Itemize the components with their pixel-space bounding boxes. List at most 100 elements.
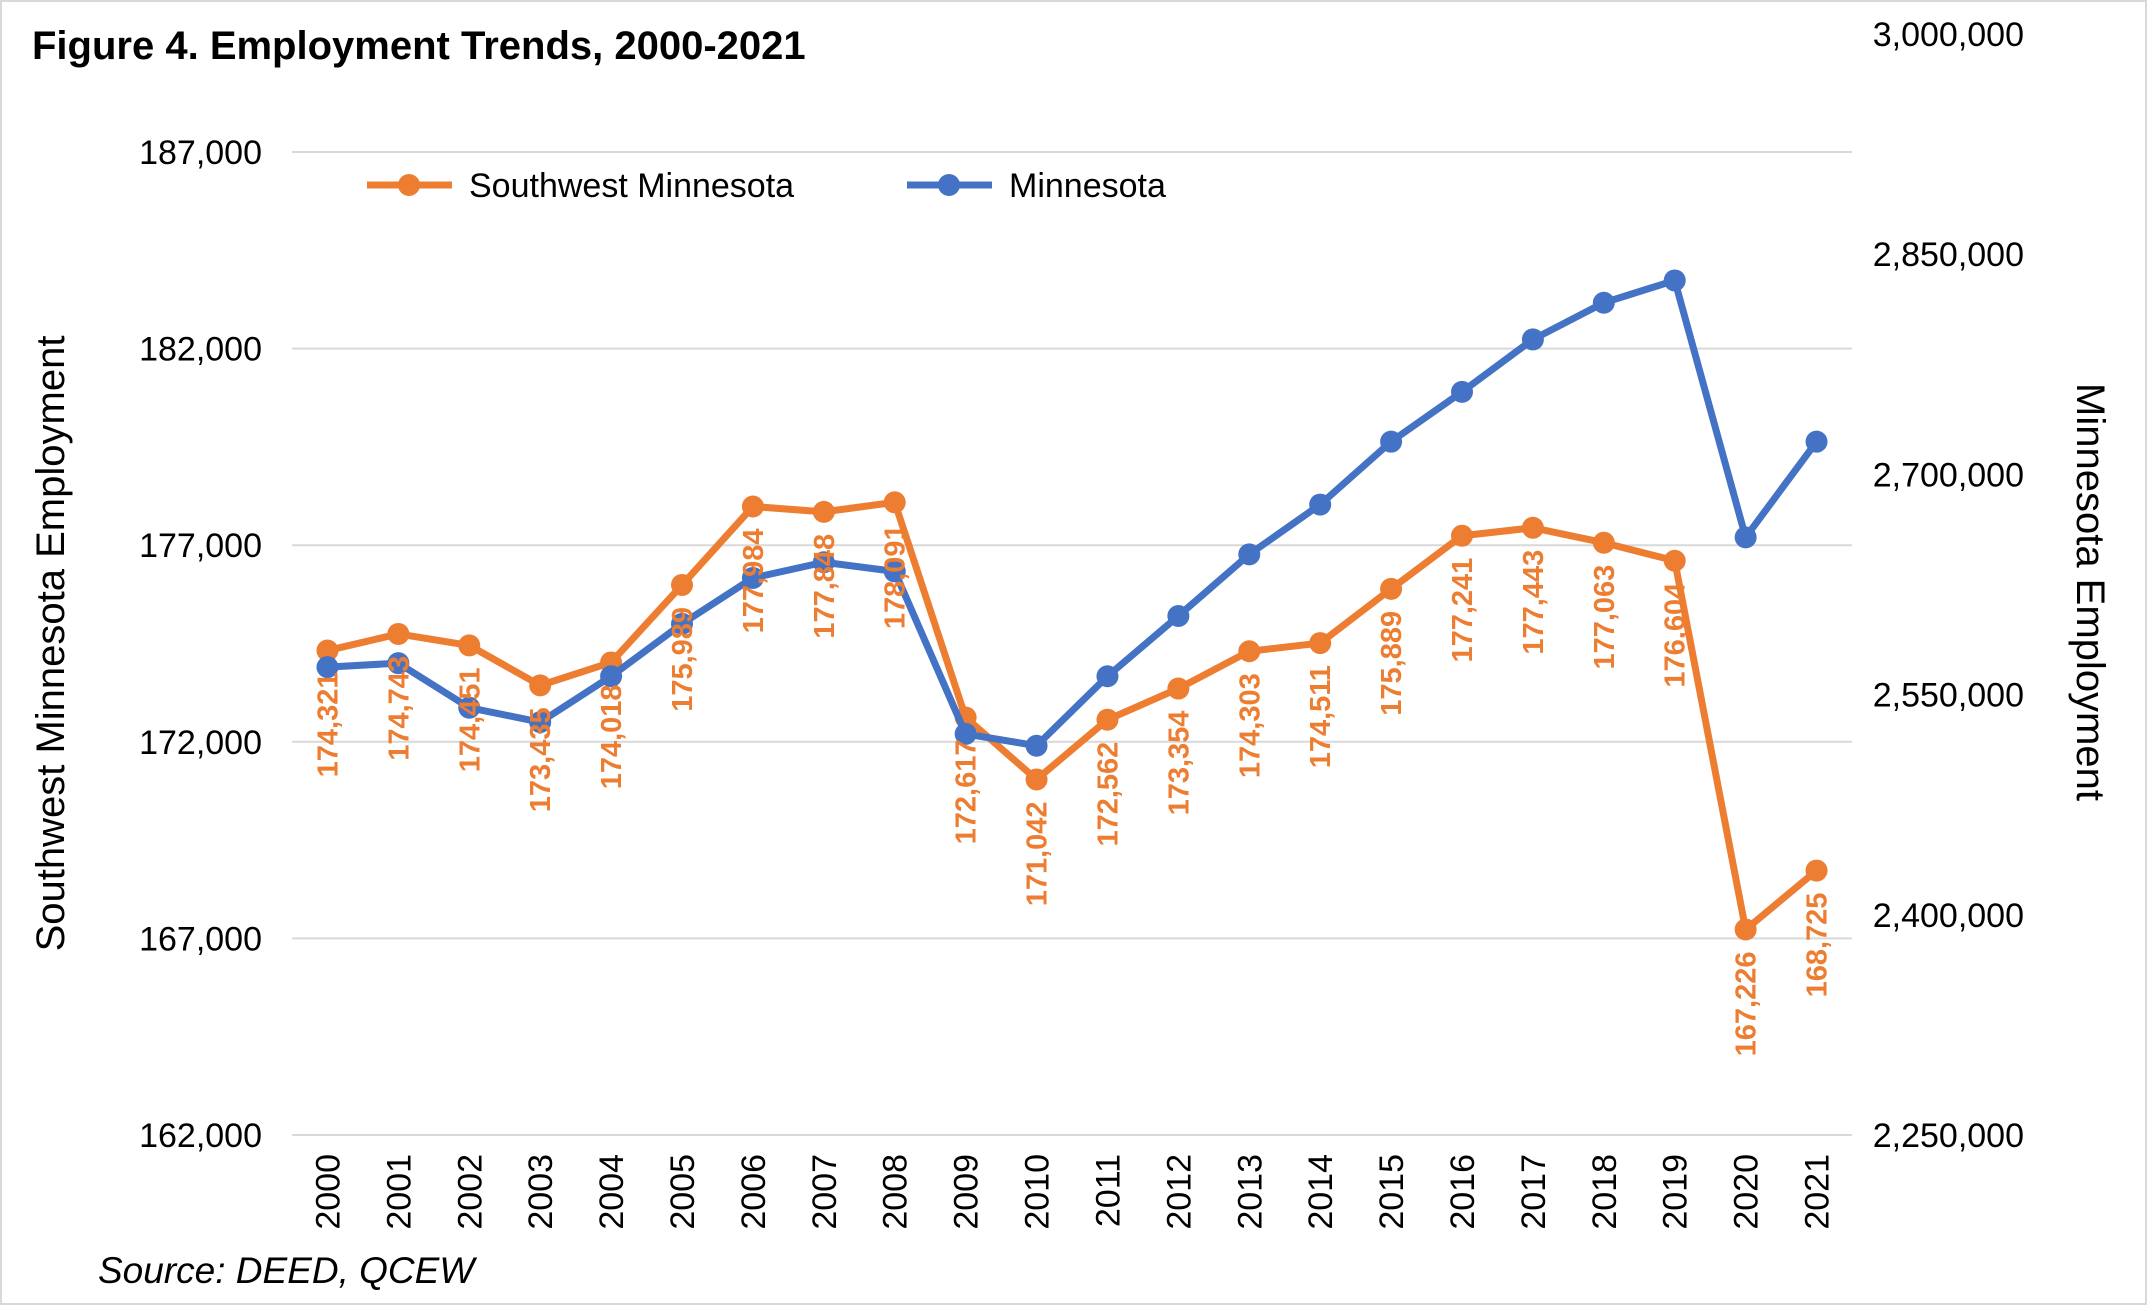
legend-label: Minnesota [1009,167,1166,205]
x-tick-label: 2006 [735,1154,773,1230]
x-tick-label: 2013 [1231,1154,1269,1230]
data-point [387,652,410,675]
x-tick-label: 2003 [522,1154,560,1230]
data-point [1521,516,1544,539]
data-label: 174,451 [454,667,486,772]
data-point [1167,604,1190,627]
data-point [741,495,764,518]
data-point [1734,918,1757,941]
data-point [671,612,693,635]
data-point [529,711,552,734]
data-point [1592,531,1615,554]
data-point [1663,549,1686,572]
data-point [741,566,764,589]
data-point [600,665,623,688]
data-point [458,634,481,657]
data-point [458,696,481,719]
data-point [1309,493,1332,516]
x-tick-label: 2002 [451,1154,489,1230]
y-tick-label: 172,000 [139,724,262,762]
data-point [1380,577,1403,600]
x-tick-label: 2021 [1799,1154,1837,1230]
data-point [316,639,339,662]
data-label: 174,303 [1234,673,1266,778]
y-axis-title: Southwest Minnesota Employment [29,336,73,952]
x-tick-label: 2020 [1728,1154,1766,1230]
data-label: 168,725 [1802,893,1834,998]
data-point [1096,665,1119,688]
data-point [671,573,693,596]
data-label: 173,435 [525,707,557,812]
y2-tick-label: 3,000,000 [1873,16,2024,54]
data-label: 175,989 [667,607,699,712]
x-tick-label: 2019 [1657,1154,1695,1230]
chart-title: Figure 4. Employment Trends, 2000-2021 [32,24,806,68]
data-point [1805,430,1828,453]
data-point [1592,291,1615,314]
data-point [1663,269,1686,292]
x-tick-label: 2010 [1019,1154,1057,1230]
data-label: 177,063 [1589,565,1621,670]
x-tick-label: 2001 [380,1154,418,1230]
y2-tick-label: 2,700,000 [1873,456,2024,494]
data-label: 178,091 [880,524,912,629]
data-point [529,674,552,697]
series-line-0 [326,498,1819,934]
data-label: 177,443 [1518,550,1550,655]
x-tick-label: 2015 [1373,1154,1411,1230]
data-point [387,622,410,645]
data-label: 172,562 [1092,742,1124,847]
x-tick-label: 2016 [1444,1154,1482,1230]
x-tick-label: 2018 [1586,1154,1624,1230]
data-point [1309,632,1332,655]
y2-tick-label: 2,400,000 [1873,897,2024,935]
x-tick-label: 2008 [877,1154,915,1230]
data-point [1167,677,1190,700]
data-label: 177,241 [1447,558,1479,663]
x-tick-label: 2005 [664,1154,702,1230]
data-label: 174,018 [596,684,628,789]
x-tick-label: 2011 [1089,1154,1127,1227]
data-label: 167,226 [1731,952,1763,1057]
x-tick-label: 2017 [1515,1154,1553,1230]
data-point [1805,859,1828,882]
chart-source: Source: DEED, QCEW [98,1250,475,1291]
y-tick-label: 182,000 [139,331,262,369]
data-point [1734,526,1757,549]
data-point [1238,543,1261,566]
data-point [883,491,906,514]
data-point [1238,640,1261,663]
y2-tick-label: 2,550,000 [1873,677,2024,715]
data-point [1096,708,1119,731]
x-tick-label: 2014 [1302,1154,1340,1230]
data-label: 172,617 [951,740,983,845]
data-label: 176,604 [1660,583,1692,688]
data-label: 175,889 [1376,611,1408,716]
x-tick-label: 2012 [1160,1154,1198,1230]
y-tick-label: 162,000 [139,1117,262,1155]
data-label: 171,042 [1022,801,1054,906]
y2-axis-title: Minnesota Employment [2068,383,2112,801]
legend-marker-0 [398,174,420,196]
data-point [1380,430,1403,453]
legend-label: Southwest Minnesota [469,167,794,205]
y2-tick-label: 2,850,000 [1873,236,2024,274]
x-tick-label: 2009 [948,1154,986,1230]
data-point [1451,524,1473,547]
y-tick-label: 187,000 [139,134,262,172]
data-label: 177,984 [738,529,770,634]
y-tick-label: 177,000 [139,527,262,565]
data-point [1025,768,1048,791]
data-point [1451,380,1473,403]
data-point [316,656,339,679]
x-tick-label: 2007 [806,1154,844,1230]
x-tick-label: 2000 [309,1154,347,1230]
data-label: 174,511 [1305,665,1337,768]
legend-marker-1 [938,174,960,196]
data-label: 177,848 [809,534,841,639]
data-point [883,560,906,583]
data-label: 174,321 [312,673,344,778]
data-point [1025,734,1048,757]
